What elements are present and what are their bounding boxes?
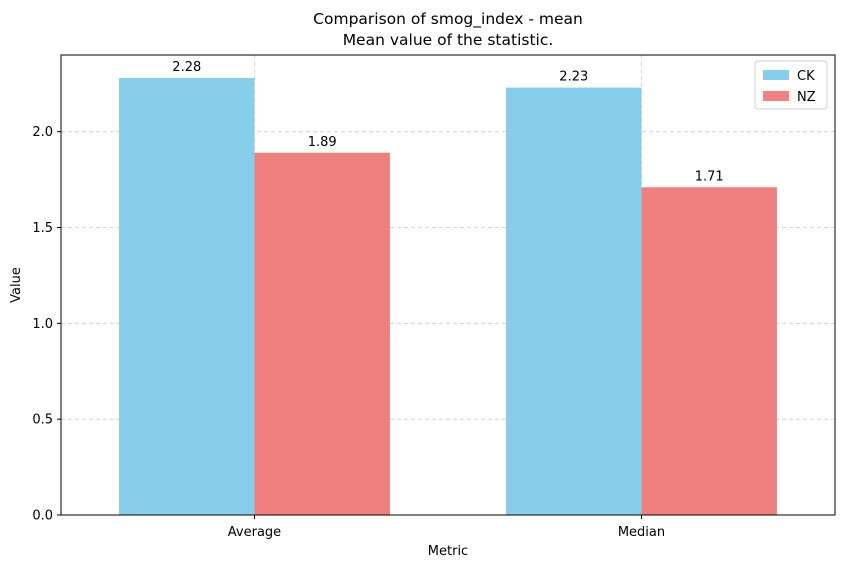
- y-tick-label: 0.5: [32, 413, 53, 428]
- bar-value-label: 1.71: [695, 169, 724, 184]
- x-tick-label: Median: [618, 525, 665, 540]
- bar-nz-average: [254, 152, 390, 515]
- bar-ck-median: [506, 87, 642, 515]
- legend-box: [754, 60, 828, 110]
- legend-swatch-ck: [763, 70, 789, 80]
- y-axis: 0.0 0.5 1.0 1.5 2.0: [32, 125, 61, 524]
- x-tick-label: Average: [228, 525, 281, 540]
- bar-value-labels: 2.28 2.23 1.89 1.71: [172, 60, 723, 184]
- bar-value-label: 2.23: [559, 70, 588, 85]
- plot-area-frame: [60, 54, 836, 516]
- bar-ck-average: [119, 78, 255, 515]
- y-tick-label: 0.0: [32, 509, 53, 524]
- legend-swatch-nz: [763, 91, 789, 101]
- y-axis-label: Value: [9, 267, 24, 303]
- y-tick-label: 1.0: [32, 317, 53, 332]
- bar-nz-median: [641, 187, 777, 515]
- bar-value-label: 1.89: [308, 135, 337, 150]
- y-tick-label: 2.0: [32, 125, 53, 140]
- y-tick-label: 1.5: [32, 221, 53, 236]
- bar-value-label: 2.28: [172, 60, 201, 75]
- x-axis: Average Median: [228, 515, 665, 540]
- legend-label-ck: CK: [797, 69, 815, 84]
- legend: CK NZ: [754, 60, 828, 110]
- chart-title: Comparison of smog_index - mean: [313, 10, 583, 29]
- x-axis-label: Metric: [428, 544, 468, 559]
- bars: [119, 78, 777, 515]
- legend-label-nz: NZ: [797, 90, 816, 105]
- chart-subtitle: Mean value of the statistic.: [343, 31, 554, 49]
